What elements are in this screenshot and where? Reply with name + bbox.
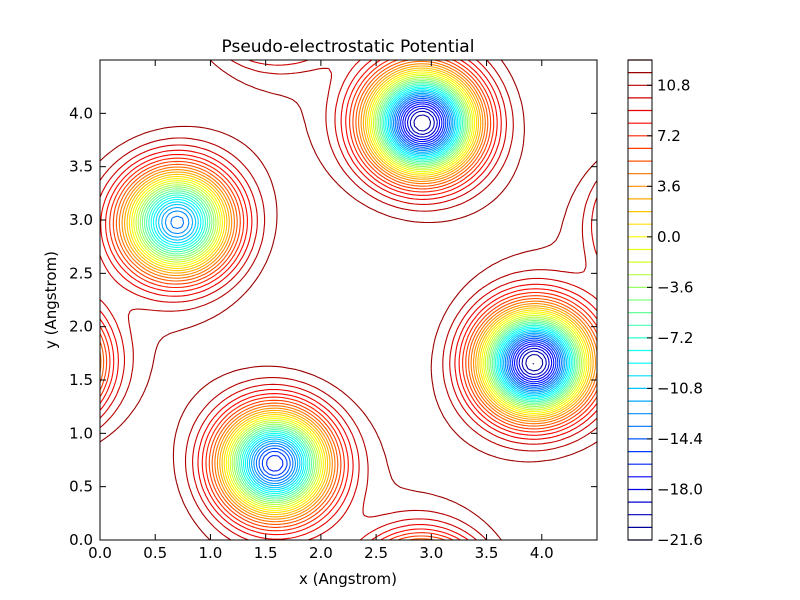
contour-level: [100, 60, 597, 523]
contour-level: [404, 105, 553, 381]
x-tick-label: 3.0: [419, 544, 443, 562]
contour-lines: [100, 60, 597, 540]
contour-level: [409, 110, 547, 376]
contour-level: [139, 78, 581, 504]
contour-level: [128, 69, 590, 513]
contour-level: [141, 80, 579, 502]
x-tick-label: 1.5: [254, 544, 278, 562]
y-tick-label: 0.5: [69, 478, 93, 496]
contour-level: [135, 75, 584, 508]
contour-level: [161, 92, 566, 487]
x-tick-label: 2.0: [309, 544, 333, 562]
contour-level: [155, 89, 569, 491]
colorbar-tick-label: −18.0: [657, 480, 703, 498]
x-tick-label: 4.0: [530, 544, 554, 562]
x-axis: 0.0 0.5 1.0 1.5 2.0 2.5 3.0 3.5 4.0: [88, 60, 554, 562]
contour-level: [126, 67, 592, 516]
contour-level: [406, 107, 550, 378]
colorbar-tick-label: 7.2: [657, 127, 681, 145]
contour-level: [532, 362, 535, 365]
contour-level: [146, 83, 576, 498]
contour-level: [158, 91, 568, 489]
x-tick-label: 0.0: [88, 544, 112, 562]
contour-level: [100, 60, 597, 540]
contour-level: [148, 84, 574, 496]
y-tick-label: 1.0: [69, 424, 93, 442]
contour-level: [100, 60, 597, 540]
contour-level: [150, 86, 572, 495]
contour-level: [164, 94, 564, 485]
colorbar-frame: [627, 59, 653, 541]
contour-level: [402, 103, 555, 383]
y-axis: 0.0 0.5 1.0 1.5 2.0 2.5 3.0 3.5 4.0: [69, 104, 597, 549]
x-axis-label: x (Angstrom): [299, 570, 397, 588]
contour-level: [100, 60, 597, 540]
contour-level: [100, 60, 597, 540]
contour-level: [413, 114, 544, 372]
x-tick-label: 0.5: [143, 544, 167, 562]
y-tick-label: 0.0: [69, 531, 93, 549]
colorbar-tick-label: −21.6: [657, 531, 703, 549]
contour-level: [100, 60, 597, 540]
colorbar-ticks: 10.8 7.2 3.6 0.0 −3.6 −7.2 −10.8 −14.4 −18.0 −21.…: [647, 76, 703, 549]
contour-level: [100, 60, 597, 540]
contour-level: [121, 63, 597, 520]
colorbar-tick-label: −7.2: [657, 329, 693, 347]
y-axis-label: y (Angstrom): [42, 251, 60, 349]
x-tick-label: 2.5: [364, 544, 388, 562]
y-tick-label: 2.5: [69, 264, 93, 282]
contour-level: [131, 71, 588, 511]
contour-level: [124, 65, 594, 518]
chart-title: Pseudo-electrostatic Potential: [222, 37, 475, 57]
contour-level: [143, 81, 577, 500]
colorbar: [628, 59, 652, 541]
y-tick-label: 1.5: [69, 371, 93, 389]
y-tick-label: 3.0: [69, 211, 93, 229]
y-tick-label: 2.0: [69, 318, 93, 336]
colorbar-tick-label: 0.0: [657, 228, 681, 246]
x-tick-label: 1.0: [199, 544, 223, 562]
contour-level: [152, 87, 571, 493]
colorbar-tick-label: 10.8: [657, 76, 690, 94]
colorbar-tick-label: 3.6: [657, 177, 681, 195]
y-tick-label: 4.0: [69, 104, 93, 122]
contour-level: [170, 96, 562, 482]
contour-level: [133, 73, 586, 509]
contour-level: [258, 97, 561, 480]
contour-level: [261, 99, 559, 476]
contour-level: [137, 76, 582, 506]
contour-level: [266, 101, 557, 472]
plot-frame: [99, 59, 598, 541]
y-tick-label: 3.5: [69, 158, 93, 176]
x-tick-label: 3.5: [475, 544, 499, 562]
colorbar-tick-label: −10.8: [657, 379, 703, 397]
colorbar-tick-label: −14.4: [657, 430, 703, 448]
colorbar-tick-label: −3.6: [657, 278, 693, 296]
contour-level: [100, 60, 597, 540]
